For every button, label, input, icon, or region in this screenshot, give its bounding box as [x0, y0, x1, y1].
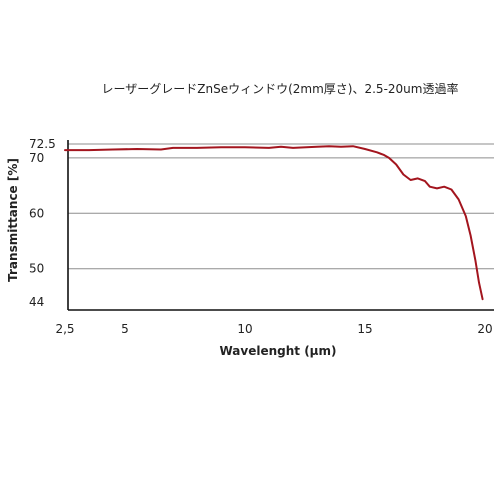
axes	[67, 140, 494, 311]
y-tick-label: 60	[29, 206, 44, 220]
y-tick-label: 44	[29, 295, 44, 309]
y-tick-label: 50	[29, 262, 44, 276]
x-tick-label: 15	[357, 322, 372, 336]
y-axis-label: Transmittance [%]	[6, 158, 20, 282]
x-axis-label: Wavelenght (µm)	[219, 344, 336, 358]
y-tick-label: 70	[29, 151, 44, 165]
x-tick-labels: 2,5 5 10 15 20	[55, 322, 492, 336]
x-tick-label: 5	[121, 322, 129, 336]
transmittance-series-line	[64, 145, 484, 301]
y-tick-labels: 72.570 60 50 44	[29, 137, 56, 309]
chart-caption: レーザーグレードZnSeウィンドウ(2mm厚さ)、2.5-20um透過率	[101, 82, 459, 96]
x-tick-label: 20	[477, 322, 492, 336]
x-tick-label: 10	[237, 322, 252, 336]
gridlines	[68, 143, 494, 270]
x-tick-label: 2,5	[55, 322, 74, 336]
series-layer	[64, 145, 484, 301]
y-tick-label: 72.5	[29, 137, 56, 151]
